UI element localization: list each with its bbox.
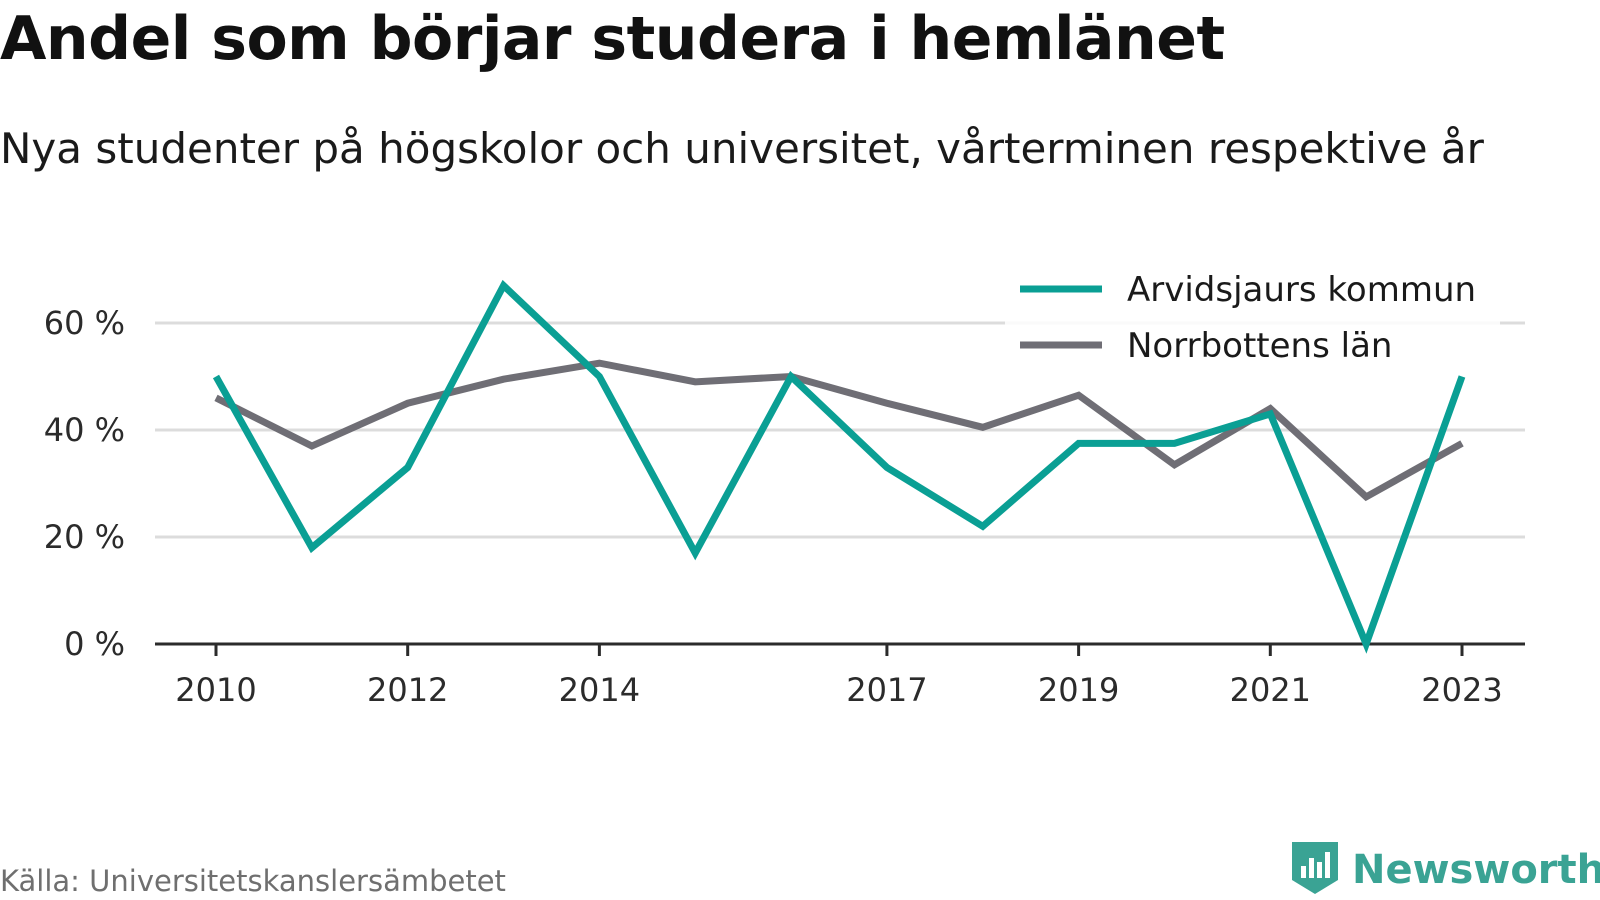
legend-label: Norrbottens län [1127, 326, 1392, 366]
chart-subtitle: Nya studenter på högskolor och universit… [0, 124, 1484, 173]
x-tick-label: 2014 [559, 671, 640, 709]
x-tick-label: 2012 [367, 671, 448, 709]
newsworthy-logo-icon [1290, 840, 1340, 900]
x-tick-label: 2010 [175, 671, 256, 709]
x-tick-label: 2019 [1038, 671, 1119, 709]
legend-label: Arvidsjaurs kommun [1127, 270, 1476, 310]
y-tick-label: 20 % [44, 518, 125, 556]
x-tick-label: 2021 [1230, 671, 1311, 709]
y-tick-label: 40 % [44, 411, 125, 449]
y-tick-label: 0 % [64, 625, 125, 663]
line-chart: 0 % 20 % 40 % 60 % 2010 2012 2014 2017 2019 2021 2… [43, 258, 1525, 709]
legend-background [1005, 258, 1500, 378]
x-tick-label: 2023 [1421, 671, 1502, 709]
source-note: Källa: Universitetskanslersämbetet [0, 864, 506, 898]
newsworthy-brand[interactable]: Newsworthy [1290, 840, 1600, 900]
newsworthy-wordmark: Newsworthy [1352, 847, 1600, 893]
chart-title: Andel som börjar studera i hemlänet [0, 4, 1225, 74]
y-tick-label: 60 % [44, 304, 125, 342]
x-tick-label: 2017 [846, 671, 927, 709]
series-line-arvidsjaur [212, 279, 1466, 654]
